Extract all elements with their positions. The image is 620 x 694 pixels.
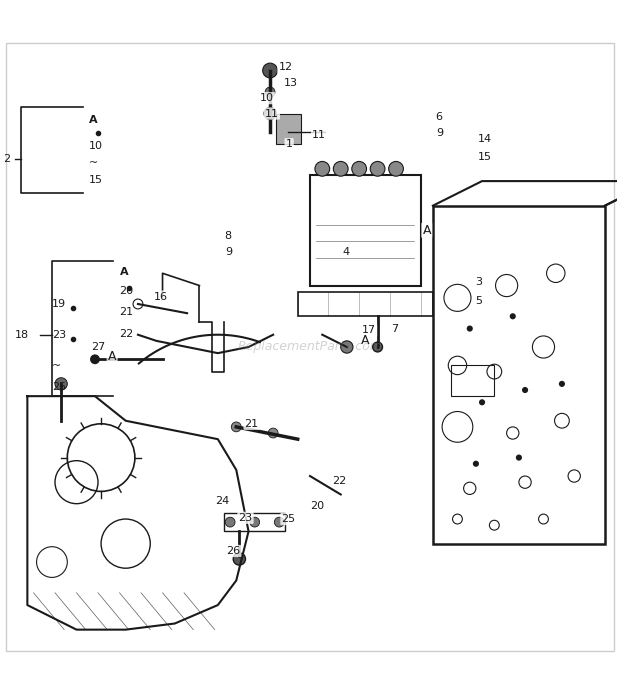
Circle shape (233, 553, 246, 565)
Text: 10: 10 (89, 141, 103, 151)
Text: 1: 1 (286, 139, 293, 149)
Text: ReplacementParts.com: ReplacementParts.com (237, 341, 383, 353)
Text: 4: 4 (342, 247, 349, 257)
Text: 10: 10 (260, 93, 274, 103)
Text: 9: 9 (436, 128, 444, 138)
Text: 21: 21 (244, 418, 259, 429)
Circle shape (510, 313, 516, 319)
Text: 23: 23 (52, 330, 66, 340)
Text: 18: 18 (15, 330, 29, 340)
Text: A: A (120, 266, 128, 277)
Bar (276, 114, 301, 144)
Bar (224, 513, 285, 532)
Text: 9: 9 (225, 247, 232, 257)
Text: 22: 22 (332, 476, 347, 486)
Circle shape (268, 428, 278, 438)
Text: ~: ~ (89, 158, 98, 168)
Bar (451, 366, 494, 396)
Circle shape (315, 162, 330, 176)
Bar (298, 291, 433, 316)
Text: A: A (89, 115, 97, 126)
Text: 15: 15 (478, 151, 492, 162)
Circle shape (265, 87, 275, 97)
Text: 20: 20 (120, 286, 134, 296)
Text: 12: 12 (278, 62, 293, 72)
Text: 8: 8 (224, 231, 231, 242)
Text: 3: 3 (476, 278, 482, 287)
Circle shape (264, 108, 276, 119)
Text: 25: 25 (281, 514, 296, 524)
Circle shape (370, 162, 385, 176)
Circle shape (90, 355, 100, 364)
Circle shape (522, 387, 528, 393)
Circle shape (231, 422, 241, 432)
Text: 16: 16 (154, 291, 168, 302)
Circle shape (516, 455, 522, 461)
Text: 7: 7 (391, 323, 399, 334)
Bar (433, 205, 605, 543)
Text: A: A (361, 335, 370, 348)
Circle shape (352, 162, 366, 176)
Circle shape (55, 378, 68, 390)
Text: 19: 19 (52, 299, 66, 310)
Text: 6: 6 (435, 112, 443, 121)
Text: 17: 17 (362, 325, 376, 335)
Circle shape (479, 399, 485, 405)
Text: 21: 21 (120, 307, 134, 317)
Text: 13: 13 (283, 78, 298, 87)
Text: ~: ~ (52, 362, 61, 371)
Text: 11: 11 (312, 130, 326, 140)
Text: 26: 26 (226, 546, 241, 556)
Bar (310, 175, 420, 285)
Text: 27: 27 (91, 342, 105, 352)
Text: 25: 25 (52, 382, 66, 391)
Text: 20: 20 (311, 500, 324, 511)
Circle shape (334, 162, 348, 176)
Text: A: A (108, 350, 117, 363)
Text: 23: 23 (239, 513, 252, 523)
Circle shape (389, 162, 404, 176)
Text: 24: 24 (216, 496, 230, 506)
Text: 15: 15 (89, 176, 103, 185)
Circle shape (250, 517, 260, 527)
Circle shape (275, 517, 284, 527)
Circle shape (225, 517, 235, 527)
Text: 14: 14 (478, 135, 492, 144)
Circle shape (263, 63, 277, 78)
Circle shape (467, 325, 473, 332)
Circle shape (341, 341, 353, 353)
Circle shape (559, 381, 565, 387)
Circle shape (373, 342, 383, 352)
Text: 22: 22 (120, 329, 134, 339)
Text: 5: 5 (476, 296, 482, 306)
Text: 2: 2 (2, 154, 10, 164)
Text: A: A (422, 223, 431, 237)
Text: 11: 11 (265, 108, 279, 119)
Circle shape (473, 461, 479, 467)
